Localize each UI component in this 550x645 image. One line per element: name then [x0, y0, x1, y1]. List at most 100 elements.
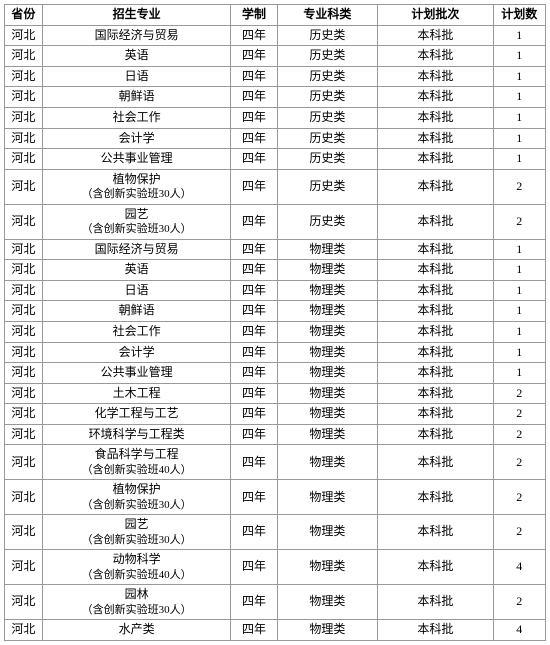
cell-category: 历史类 [277, 66, 378, 87]
cell-count: 2 [493, 515, 545, 550]
cell-major: 会计学 [42, 342, 231, 363]
cell-major: 植物保护（含创新实验班30人） [42, 169, 231, 204]
table-row: 河北土木工程四年物理类本科批2 [5, 383, 546, 404]
cell-province: 河北 [5, 445, 43, 480]
cell-count: 1 [493, 363, 545, 384]
cell-batch: 本科批 [378, 128, 493, 149]
cell-major: 社会工作 [42, 107, 231, 128]
cell-major: 环境科学与工程类 [42, 424, 231, 445]
cell-batch: 本科批 [378, 321, 493, 342]
cell-province: 河北 [5, 342, 43, 363]
table-row: 河北会计学四年物理类本科批1 [5, 342, 546, 363]
cell-category: 物理类 [277, 445, 378, 480]
cell-major: 朝鲜语 [42, 87, 231, 108]
major-note: （含创新实验班30人） [44, 187, 230, 201]
cell-duration: 四年 [231, 280, 277, 301]
cell-duration: 四年 [231, 342, 277, 363]
cell-major: 园艺（含创新实验班30人） [42, 515, 231, 550]
cell-count: 2 [493, 445, 545, 480]
cell-province: 河北 [5, 25, 43, 46]
cell-category: 历史类 [277, 149, 378, 170]
cell-duration: 四年 [231, 260, 277, 281]
table-row: 河北植物保护（含创新实验班30人）四年历史类本科批2 [5, 169, 546, 204]
cell-province: 河北 [5, 619, 43, 640]
cell-category: 物理类 [277, 363, 378, 384]
major-note: （含创新实验班30人） [44, 533, 230, 547]
table-row: 河北水产类四年物理类本科批4 [5, 619, 546, 640]
cell-major: 国际经济与贸易 [42, 25, 231, 46]
table-row: 河北日语四年历史类本科批1 [5, 66, 546, 87]
cell-province: 河北 [5, 149, 43, 170]
table-row: 河北社会工作四年物理类本科批1 [5, 321, 546, 342]
cell-batch: 本科批 [378, 585, 493, 620]
cell-batch: 本科批 [378, 424, 493, 445]
cell-major: 日语 [42, 66, 231, 87]
cell-major: 国际经济与贸易 [42, 239, 231, 260]
cell-batch: 本科批 [378, 383, 493, 404]
cell-batch: 本科批 [378, 25, 493, 46]
table-row: 河北动物科学（含创新实验班40人）四年物理类本科批4 [5, 550, 546, 585]
cell-category: 物理类 [277, 619, 378, 640]
header-row: 省份 招生专业 学制 专业科类 计划批次 计划数 [5, 5, 546, 26]
table-row: 河北化学工程与工艺四年物理类本科批2 [5, 404, 546, 425]
cell-province: 河北 [5, 87, 43, 108]
cell-count: 1 [493, 260, 545, 281]
cell-batch: 本科批 [378, 280, 493, 301]
cell-major: 英语 [42, 46, 231, 67]
cell-major: 社会工作 [42, 321, 231, 342]
cell-count: 1 [493, 149, 545, 170]
cell-count: 4 [493, 619, 545, 640]
cell-duration: 四年 [231, 550, 277, 585]
cell-major: 朝鲜语 [42, 301, 231, 322]
cell-count: 1 [493, 25, 545, 46]
cell-category: 物理类 [277, 301, 378, 322]
cell-count: 1 [493, 239, 545, 260]
cell-category: 历史类 [277, 87, 378, 108]
cell-province: 河北 [5, 128, 43, 149]
table-row: 河北朝鲜语四年物理类本科批1 [5, 301, 546, 322]
cell-province: 河北 [5, 46, 43, 67]
cell-duration: 四年 [231, 128, 277, 149]
cell-major: 会计学 [42, 128, 231, 149]
major-note: （含创新实验班40人） [44, 568, 230, 582]
cell-province: 河北 [5, 204, 43, 239]
cell-category: 历史类 [277, 169, 378, 204]
cell-batch: 本科批 [378, 169, 493, 204]
table-row: 河北朝鲜语四年历史类本科批1 [5, 87, 546, 108]
cell-category: 物理类 [277, 239, 378, 260]
cell-category: 物理类 [277, 550, 378, 585]
cell-batch: 本科批 [378, 480, 493, 515]
cell-category: 物理类 [277, 321, 378, 342]
cell-major: 化学工程与工艺 [42, 404, 231, 425]
cell-category: 历史类 [277, 107, 378, 128]
cell-batch: 本科批 [378, 239, 493, 260]
cell-category: 物理类 [277, 383, 378, 404]
table-row: 河北园艺（含创新实验班30人）四年历史类本科批2 [5, 204, 546, 239]
major-note: （含创新实验班30人） [44, 222, 230, 236]
admissions-table: 省份 招生专业 学制 专业科类 计划批次 计划数 河北国际经济与贸易四年历史类本… [4, 4, 546, 641]
major-name: 食品科学与工程 [95, 447, 179, 461]
table-row: 河北国际经济与贸易四年历史类本科批1 [5, 25, 546, 46]
cell-category: 物理类 [277, 342, 378, 363]
cell-province: 河北 [5, 480, 43, 515]
cell-count: 1 [493, 66, 545, 87]
cell-count: 2 [493, 204, 545, 239]
table-body: 河北国际经济与贸易四年历史类本科批1河北英语四年历史类本科批1河北日语四年历史类… [5, 25, 546, 640]
cell-major: 公共事业管理 [42, 363, 231, 384]
cell-count: 1 [493, 46, 545, 67]
table-row: 河北国际经济与贸易四年物理类本科批1 [5, 239, 546, 260]
cell-batch: 本科批 [378, 445, 493, 480]
table-header: 省份 招生专业 学制 专业科类 计划批次 计划数 [5, 5, 546, 26]
cell-province: 河北 [5, 169, 43, 204]
cell-duration: 四年 [231, 66, 277, 87]
cell-category: 物理类 [277, 404, 378, 425]
cell-batch: 本科批 [378, 66, 493, 87]
cell-batch: 本科批 [378, 46, 493, 67]
table-row: 河北公共事业管理四年物理类本科批1 [5, 363, 546, 384]
cell-category: 历史类 [277, 46, 378, 67]
cell-province: 河北 [5, 239, 43, 260]
cell-count: 1 [493, 87, 545, 108]
cell-batch: 本科批 [378, 107, 493, 128]
major-name: 植物保护 [113, 172, 161, 186]
table-row: 河北食品科学与工程（含创新实验班40人）四年物理类本科批2 [5, 445, 546, 480]
